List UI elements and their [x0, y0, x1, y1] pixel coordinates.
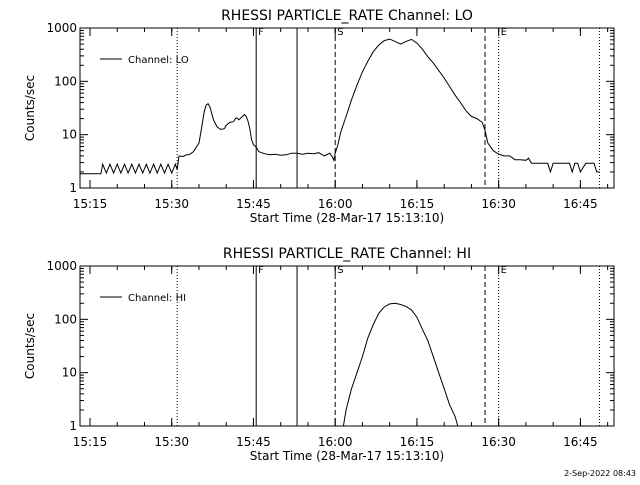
legend-label: Channel: LO: [128, 55, 189, 66]
chart-title: RHESSI PARTICLE_RATE Channel: HI: [223, 246, 471, 262]
y-tick-label: 1: [69, 181, 77, 195]
series-line: [342, 302, 459, 426]
marker-label: F: [258, 27, 264, 38]
x-tick-label: 16:15: [400, 435, 435, 449]
y-tick-label: 10: [62, 128, 77, 142]
x-tick-label: 15:30: [154, 197, 189, 211]
x-tick-label: 15:45: [236, 197, 271, 211]
y-tick-label: 100: [54, 74, 77, 88]
x-tick-label: 16:45: [563, 197, 598, 211]
x-tick-label: 15:15: [73, 435, 108, 449]
marker-label: E: [501, 265, 507, 276]
x-tick-label: 16:00: [318, 197, 353, 211]
x-tick-label: 16:30: [481, 435, 516, 449]
chart-panel-1: RHESSI PARTICLE_RATE Channel: LO 15:15 15:…: [23, 8, 615, 225]
marker-label: F: [258, 265, 264, 276]
y-tick-label: 10: [62, 366, 77, 380]
footer-timestamp: 2-Sep-2022 08:43: [564, 469, 636, 478]
marker-label: S: [337, 265, 343, 276]
x-tick-label: 15:30: [154, 435, 189, 449]
x-tick-label: 15:45: [236, 435, 271, 449]
y-tick-label: 1000: [46, 259, 77, 273]
y-axis-label: Counts/sec: [23, 75, 37, 141]
plot-frame: [79, 27, 615, 189]
x-tick-label: 16:30: [481, 197, 516, 211]
chart-title: RHESSI PARTICLE_RATE Channel: LO: [221, 8, 473, 24]
y-tick-label: 1: [69, 419, 77, 433]
x-tick-label: 16:00: [318, 435, 353, 449]
chart-panel-2: RHESSI PARTICLE_RATE Channel: HI 15:15 15:…: [23, 246, 615, 463]
y-tick-label: 100: [54, 312, 77, 326]
x-tick-label: 16:15: [400, 197, 435, 211]
series-line: [80, 38, 600, 175]
legend-label: Channel: HI: [128, 293, 186, 304]
marker-label: S: [337, 27, 343, 38]
marker-label: E: [501, 27, 507, 38]
x-axis-label: Start Time (28-Mar-17 15:13:10): [250, 211, 444, 225]
x-tick-label: 15:15: [73, 197, 108, 211]
y-tick-label: 1000: [46, 21, 77, 35]
x-tick-label: 16:45: [563, 435, 598, 449]
plot-frame: [79, 265, 615, 427]
y-axis-label: Counts/sec: [23, 313, 37, 379]
x-axis-label: Start Time (28-Mar-17 15:13:10): [250, 449, 444, 463]
